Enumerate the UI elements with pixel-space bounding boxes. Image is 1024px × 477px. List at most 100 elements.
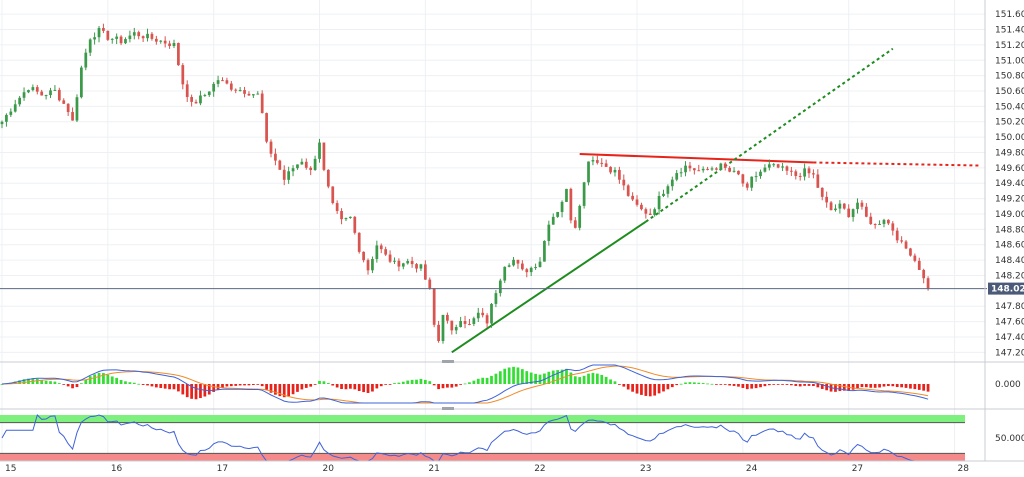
macd-hist-bar (926, 384, 930, 392)
candle-body (362, 251, 365, 261)
candle-body (88, 39, 92, 53)
candle-body (692, 168, 696, 171)
macd-hist-bar (485, 377, 489, 384)
candle-body (35, 87, 39, 92)
candle-body (441, 314, 445, 341)
candle-body (728, 167, 732, 172)
price-tick-label: 151.000 (995, 56, 1024, 66)
macd-hist-bar (543, 373, 546, 384)
macd-hist-bar (221, 384, 224, 388)
macd-hist-bar (57, 383, 61, 384)
macd-hist-bar (904, 384, 908, 388)
macd-hist-bar (406, 380, 410, 384)
macd-hist-bar (331, 384, 335, 386)
candle-body (44, 95, 48, 97)
macd-hist-bar (600, 374, 604, 384)
macd-hist-bar (512, 366, 515, 384)
macd-hist-bar (119, 379, 123, 384)
candle-body (653, 209, 657, 215)
candle-body (895, 230, 899, 241)
candle-body (869, 216, 873, 225)
macd-hist-bar (88, 376, 92, 384)
candle-body (115, 36, 119, 39)
current-price-tag (988, 282, 1024, 295)
price-tick-label: 147.600 (995, 318, 1024, 328)
candle-body (97, 28, 101, 38)
macd-hist-bar (737, 384, 740, 387)
candle-body (569, 188, 573, 221)
candle-body (909, 248, 912, 256)
candle-body (684, 165, 687, 173)
candle-body (291, 168, 295, 172)
price-tick-label: 150.800 (995, 72, 1024, 82)
macd-hist-bar (234, 384, 238, 386)
candle-body (190, 96, 193, 102)
price-tick-label: 147.400 (995, 333, 1024, 343)
candle-body (18, 97, 22, 105)
macd-hist-bar (887, 384, 890, 387)
candle-body (741, 174, 745, 184)
macd-hist-bar (759, 384, 762, 388)
candle-body (494, 293, 498, 304)
candle-body (159, 40, 163, 42)
candle-body (432, 288, 436, 325)
macd-hist-bar (362, 384, 365, 393)
macd-hist-bar (194, 384, 198, 400)
candle-body (926, 278, 930, 289)
candle-body (375, 245, 379, 259)
candle-body (110, 38, 114, 40)
macd-hist-bar (648, 384, 652, 397)
macd-hist-bar (437, 384, 440, 390)
macd-hist-bar (587, 373, 590, 384)
macd-hist-bar (93, 374, 96, 384)
candle-body (688, 165, 692, 169)
candle-body (66, 103, 70, 113)
macd-hist-bar (274, 384, 277, 395)
candle-body (710, 168, 714, 170)
candle-body (613, 169, 617, 173)
candle-body (322, 142, 326, 170)
macd-hist-bar (653, 384, 657, 396)
macd-hist-bar (225, 384, 229, 387)
candle-body (776, 164, 780, 168)
macd-hist-bar (80, 383, 83, 385)
candle-body (472, 318, 476, 324)
candle-body (146, 33, 149, 39)
candle-body (468, 323, 471, 325)
x-tick-label: 15 (5, 464, 16, 473)
x-tick-label: 28 (958, 464, 970, 473)
macd-hist-bar (22, 379, 26, 384)
rsi-panel (1, 414, 929, 462)
price-tick-label: 150.000 (995, 133, 1024, 143)
panel-splitter-handle (442, 407, 454, 410)
candle-body (216, 80, 220, 84)
macd-hist-bar (670, 384, 674, 388)
macd-hist-bar (551, 370, 555, 384)
price-tick-label: 149.400 (995, 179, 1024, 189)
candle-body (715, 168, 718, 170)
candle-body (834, 208, 837, 211)
candle-body (13, 104, 17, 112)
candle-body (459, 321, 462, 328)
macd-hist-bar (476, 378, 480, 384)
candle-body (5, 114, 8, 122)
macd-hist-bar (75, 384, 79, 388)
macd-hist-bar (296, 384, 299, 392)
macd-hist-bar (856, 384, 859, 389)
candle-body (538, 261, 542, 268)
candle-body (485, 315, 489, 324)
macd-hist-bar (393, 383, 396, 384)
macd-hist-bar (895, 384, 899, 388)
candle-body (666, 186, 670, 194)
macd-hist-bar (35, 378, 39, 384)
macd-hist-bar (177, 384, 180, 392)
candle-body (631, 195, 634, 200)
candle-body (300, 161, 304, 165)
macd-hist-bar (207, 384, 211, 395)
macd-hist-bar (604, 376, 608, 384)
macd-hist-bar (441, 384, 445, 389)
macd-hist-bar (432, 384, 436, 386)
macd-hist-bar (834, 384, 837, 392)
macd-hist-bar (882, 384, 886, 387)
